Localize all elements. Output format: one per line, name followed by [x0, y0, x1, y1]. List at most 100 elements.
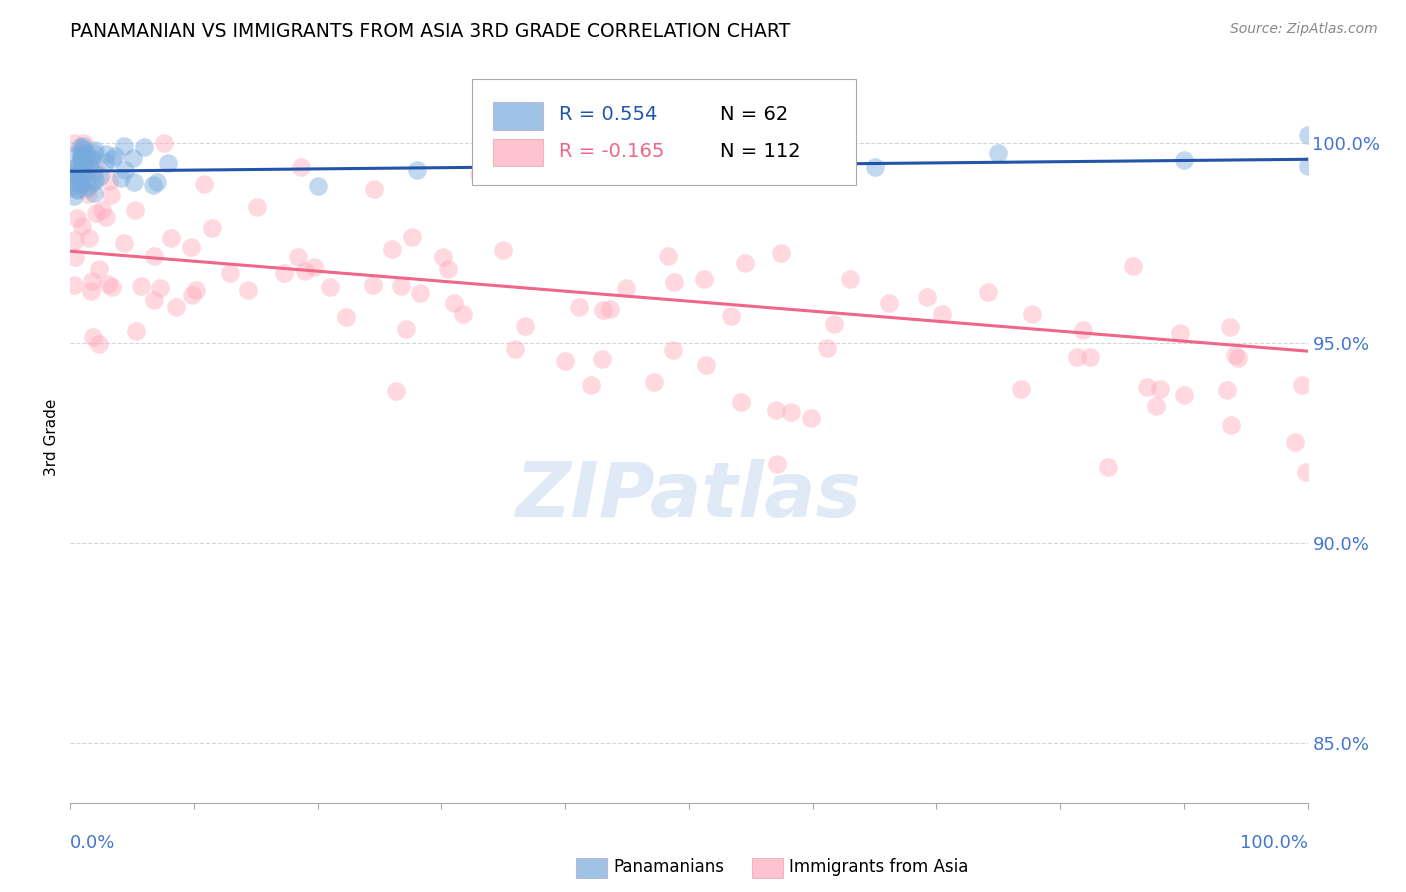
Point: [87, 262, 110, 277]
FancyBboxPatch shape: [472, 78, 856, 185]
Point: [76, 180, 98, 194]
Point: [75, 182, 97, 196]
Point: [67, 174, 90, 188]
Point: [83, 143, 105, 157]
Point: [160, 231, 183, 245]
Point: [554, 354, 576, 368]
Point: [63, 189, 86, 203]
Point: [63, 136, 86, 151]
Point: [401, 229, 423, 244]
Point: [70, 150, 93, 164]
Point: [987, 145, 1010, 160]
Point: [66, 183, 89, 197]
Point: [1296, 159, 1319, 173]
Point: [69, 170, 91, 185]
Point: [287, 250, 309, 264]
Point: [599, 302, 621, 317]
Point: [492, 243, 515, 257]
Point: [149, 281, 172, 295]
Point: [931, 307, 953, 321]
Text: R = -0.165: R = -0.165: [560, 142, 665, 161]
Point: [1295, 465, 1317, 479]
Point: [766, 457, 789, 471]
Point: [132, 140, 155, 154]
Point: [63, 164, 86, 178]
Point: [294, 264, 316, 278]
Point: [201, 221, 224, 235]
Text: N = 112: N = 112: [720, 142, 800, 161]
Point: [770, 245, 793, 260]
Point: [83, 146, 105, 161]
Bar: [494, 102, 543, 130]
Point: [780, 405, 803, 419]
Point: [63, 161, 86, 175]
Point: [165, 300, 187, 314]
Point: [193, 178, 215, 192]
Point: [290, 160, 312, 174]
Point: [977, 285, 1000, 300]
Point: [765, 403, 787, 417]
Point: [80, 284, 103, 298]
Text: 100.0%: 100.0%: [1240, 834, 1308, 852]
Point: [77, 158, 100, 172]
Point: [125, 324, 148, 338]
Point: [432, 250, 454, 264]
Point: [443, 295, 465, 310]
Point: [69, 163, 91, 178]
Point: [80, 176, 103, 190]
Text: Source: ZipAtlas.com: Source: ZipAtlas.com: [1230, 22, 1378, 37]
Point: [568, 300, 591, 314]
Point: [1010, 382, 1032, 396]
Point: [83, 166, 105, 180]
Point: [513, 319, 536, 334]
Point: [389, 279, 412, 293]
Point: [101, 280, 124, 294]
Point: [720, 309, 742, 323]
Point: [124, 202, 146, 217]
Point: [72, 150, 94, 164]
Point: [236, 283, 259, 297]
Point: [273, 267, 295, 281]
Point: [143, 249, 166, 263]
Point: [77, 156, 100, 170]
Point: [579, 378, 602, 392]
Point: [65, 176, 87, 190]
Point: [1291, 378, 1313, 392]
Point: [70, 177, 93, 191]
Point: [180, 240, 202, 254]
Point: [89, 169, 111, 183]
Point: [730, 395, 752, 409]
Text: ZIPatlas: ZIPatlas: [516, 458, 862, 533]
Point: [693, 272, 716, 286]
Point: [1220, 418, 1243, 433]
Point: [72, 142, 94, 156]
Point: [800, 410, 823, 425]
Point: [823, 318, 845, 332]
Point: [69, 140, 91, 154]
Point: [104, 149, 127, 163]
Point: [662, 276, 685, 290]
Point: [186, 283, 208, 297]
Point: [592, 303, 614, 318]
Point: [246, 200, 269, 214]
Point: [66, 168, 89, 182]
Point: [734, 256, 756, 270]
Point: [60, 168, 83, 182]
Point: [492, 145, 515, 160]
Point: [1168, 326, 1191, 341]
Point: [97, 174, 120, 188]
Point: [84, 206, 107, 220]
Point: [361, 278, 384, 293]
Point: [76, 186, 98, 201]
Point: [91, 203, 114, 218]
Point: [437, 262, 460, 277]
Point: [69, 146, 91, 161]
Point: [82, 152, 104, 166]
Point: [143, 293, 166, 308]
Point: [112, 236, 135, 251]
Point: [100, 188, 122, 202]
Point: [503, 342, 526, 356]
Point: [863, 160, 886, 174]
Point: [1149, 382, 1171, 396]
Text: N = 62: N = 62: [720, 105, 789, 124]
